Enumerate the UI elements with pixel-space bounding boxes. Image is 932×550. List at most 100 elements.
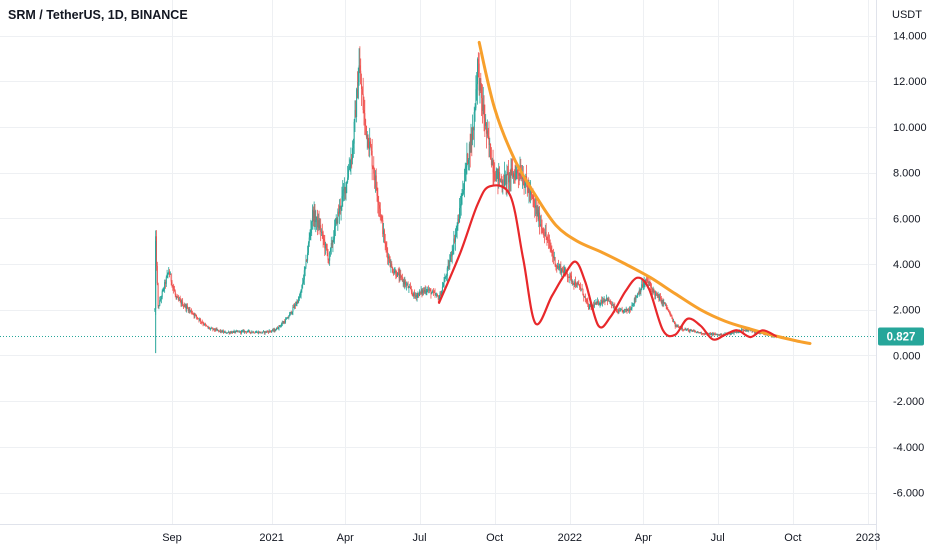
candle bbox=[279, 324, 281, 327]
candle-body bbox=[201, 322, 203, 323]
candle-body bbox=[602, 300, 604, 302]
candle bbox=[542, 228, 544, 235]
candle-body bbox=[684, 328, 686, 330]
candle bbox=[653, 288, 655, 294]
candle-body bbox=[484, 118, 486, 126]
candle bbox=[340, 205, 342, 221]
candle-body bbox=[453, 238, 455, 250]
wave-drawing-curve[interactable] bbox=[438, 184, 777, 341]
candle bbox=[508, 159, 510, 194]
candle bbox=[200, 318, 202, 325]
candle-body bbox=[521, 178, 523, 179]
price-tick-label: 8.000 bbox=[893, 168, 921, 180]
candle-body bbox=[521, 177, 523, 179]
candle bbox=[276, 326, 278, 330]
candle-body bbox=[676, 325, 678, 327]
candle-body bbox=[169, 273, 171, 275]
candle-body bbox=[393, 272, 395, 274]
current-price-label: 0.827 bbox=[887, 332, 916, 344]
candle-body bbox=[179, 299, 181, 301]
candle-body bbox=[445, 275, 447, 277]
candle-body bbox=[608, 298, 610, 302]
candle bbox=[676, 324, 678, 328]
candle-body bbox=[492, 160, 494, 173]
candle-body bbox=[476, 84, 478, 90]
candle-body bbox=[480, 78, 482, 85]
candle-body bbox=[740, 329, 742, 332]
candle-body bbox=[454, 234, 456, 242]
candle bbox=[696, 330, 698, 334]
candle bbox=[240, 329, 242, 335]
candle bbox=[399, 268, 401, 282]
candle bbox=[421, 288, 423, 298]
candle-body bbox=[652, 289, 654, 293]
candle bbox=[210, 326, 212, 330]
candle bbox=[546, 236, 548, 246]
candle-body bbox=[433, 292, 435, 293]
candle-body bbox=[313, 210, 315, 222]
candle-body bbox=[505, 174, 507, 185]
candle bbox=[328, 258, 330, 265]
candle-body bbox=[471, 134, 473, 141]
candle bbox=[567, 273, 569, 283]
candle-body bbox=[715, 334, 717, 335]
candle-body bbox=[341, 196, 343, 206]
candle-body bbox=[472, 127, 474, 131]
descending-trend-curve[interactable] bbox=[477, 40, 812, 345]
candle-body bbox=[482, 104, 484, 112]
candle bbox=[291, 311, 293, 315]
candle-body bbox=[420, 290, 422, 293]
candle bbox=[481, 83, 483, 117]
candle-body bbox=[733, 332, 735, 334]
candle-body bbox=[419, 291, 421, 293]
candle bbox=[168, 267, 170, 275]
candle-body bbox=[191, 313, 193, 314]
candle-body bbox=[510, 168, 512, 178]
candle-body bbox=[160, 297, 162, 300]
candle bbox=[641, 279, 643, 291]
candle-body bbox=[572, 281, 574, 284]
candle-body bbox=[173, 286, 175, 290]
candle-body bbox=[695, 331, 697, 333]
time-axis[interactable]: Sep 2021 Apr Jul Oct 2022 Apr Jul Oct 2023 bbox=[162, 532, 880, 544]
candle bbox=[275, 329, 277, 332]
candle bbox=[478, 52, 480, 96]
candle bbox=[242, 329, 244, 333]
candle bbox=[342, 180, 344, 207]
candle-body bbox=[588, 305, 590, 309]
candle bbox=[394, 267, 396, 274]
candle-body bbox=[716, 334, 718, 335]
candle-body bbox=[455, 229, 457, 235]
candle bbox=[396, 270, 398, 279]
candle bbox=[301, 284, 303, 293]
price-axis[interactable]: 14.000 12.000 10.000 8.000 6.000 4.000 2.000 0.… bbox=[893, 31, 927, 500]
candle-body bbox=[182, 301, 184, 306]
candle bbox=[249, 330, 251, 334]
candle-body bbox=[305, 260, 307, 267]
candle-body bbox=[392, 272, 394, 274]
candle bbox=[335, 214, 337, 226]
time-tick-label: 2021 bbox=[259, 532, 283, 544]
candle bbox=[620, 308, 622, 311]
candle-body bbox=[632, 304, 634, 306]
candle bbox=[415, 292, 417, 301]
candle-body bbox=[660, 298, 662, 303]
candle bbox=[432, 289, 434, 293]
candle bbox=[390, 259, 392, 273]
candle bbox=[657, 291, 659, 298]
candle-body bbox=[493, 172, 495, 174]
candle-body bbox=[261, 332, 263, 334]
candle-body bbox=[238, 331, 240, 333]
candle bbox=[504, 170, 506, 186]
candle-body bbox=[291, 311, 293, 314]
candle bbox=[270, 330, 272, 333]
candle-body bbox=[624, 309, 626, 311]
candle-body bbox=[451, 251, 453, 257]
candle-body bbox=[425, 291, 427, 293]
candle bbox=[257, 331, 259, 334]
time-tick-label: 2023 bbox=[856, 532, 880, 544]
candle bbox=[616, 308, 618, 313]
candle bbox=[365, 118, 367, 136]
candle-body bbox=[401, 277, 403, 282]
